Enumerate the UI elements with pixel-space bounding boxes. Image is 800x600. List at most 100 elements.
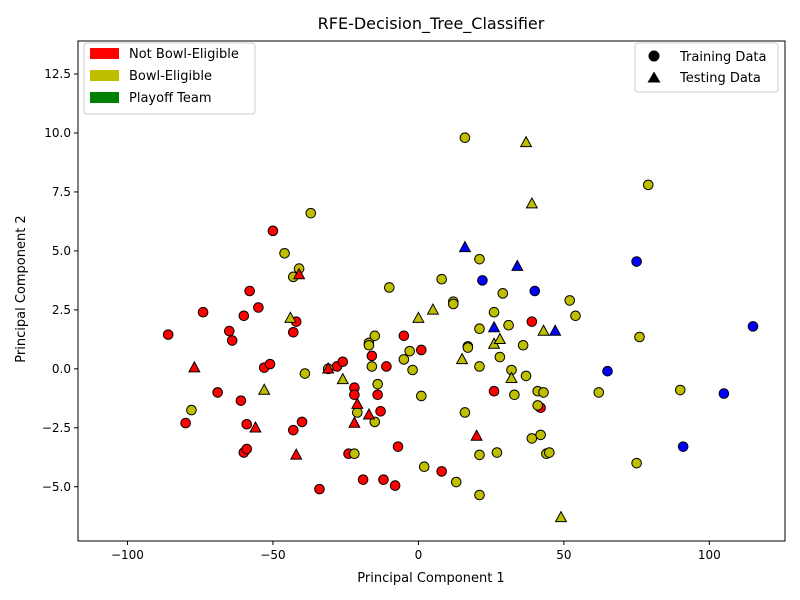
testing-point-125 xyxy=(554,510,568,523)
training-point-45 xyxy=(186,404,197,416)
training-point-83 xyxy=(526,433,538,444)
x-tick-label: −50 xyxy=(260,548,285,562)
training-point-37 xyxy=(488,385,500,397)
legend-swatch-playoff-team xyxy=(90,92,119,103)
training-point-31 xyxy=(381,361,392,372)
training-point-76 xyxy=(491,447,503,458)
training-point-87 xyxy=(538,387,549,398)
y-tick-label: −2.5 xyxy=(42,421,71,435)
training-point-55 xyxy=(384,282,395,293)
training-point-8 xyxy=(244,285,255,297)
training-point-54 xyxy=(372,378,383,390)
training-point-57 xyxy=(404,345,415,357)
testing-point-104 xyxy=(188,360,201,373)
training-point-38 xyxy=(526,316,538,327)
training-point-2 xyxy=(180,417,191,429)
testing-point-122 xyxy=(519,135,533,148)
training-point-35 xyxy=(416,344,427,356)
marker-legend: Training Data Testing Data xyxy=(634,42,779,93)
legend-label-training-data: Training Data xyxy=(679,50,766,65)
legend-label-testing-data: Testing Data xyxy=(679,71,761,86)
y-tick-label: 7.5 xyxy=(52,185,71,199)
y-tick-label: 5.0 xyxy=(52,244,71,258)
training-point-48 xyxy=(352,407,363,418)
training-point-29 xyxy=(375,405,386,417)
training-point-19 xyxy=(296,416,308,428)
testing-point-124 xyxy=(537,324,550,336)
training-point-44 xyxy=(299,368,311,379)
training-point-22 xyxy=(337,356,349,368)
testing-point-111 xyxy=(362,407,376,420)
training-point-25 xyxy=(349,389,360,401)
training-point-93 xyxy=(631,457,642,469)
legend-label-bowl-eligible: Bowl-Eligible xyxy=(129,69,212,84)
testing-point-121 xyxy=(505,371,518,383)
training-point-78 xyxy=(503,319,514,331)
training-point-94 xyxy=(634,331,645,343)
training-point-28 xyxy=(372,389,383,401)
training-point-65 xyxy=(459,132,471,143)
testing-point-120 xyxy=(493,332,507,345)
training-point-80 xyxy=(509,389,520,401)
y-tick-label: 12.5 xyxy=(44,67,71,81)
testing-point-128 xyxy=(511,259,524,271)
legend-label-playoff-team: Playoff Team xyxy=(129,91,212,106)
y-tick-label: 2.5 xyxy=(52,303,71,317)
training-point-77 xyxy=(497,288,509,299)
training-point-1 xyxy=(197,306,209,318)
training-point-71 xyxy=(474,361,485,372)
training-point-7 xyxy=(238,310,250,322)
training-point-12 xyxy=(241,443,253,455)
training-point-69 xyxy=(474,253,485,265)
training-point-58 xyxy=(407,364,418,376)
training-point-81 xyxy=(517,339,529,351)
class-legend: Not Bowl-Eligible Bowl-Eligible Playoff … xyxy=(83,42,256,115)
y-tick-label: 10.0 xyxy=(44,126,71,140)
training-point-101 xyxy=(677,441,689,452)
training-point-92 xyxy=(593,387,605,398)
testing-point-126 xyxy=(458,240,472,253)
training-point-6 xyxy=(235,395,247,406)
training-point-91 xyxy=(570,310,581,322)
legend-label-not-bowl-eligible: Not Bowl-Eligible xyxy=(129,47,239,62)
training-point-90 xyxy=(564,295,575,306)
training-point-9 xyxy=(253,302,264,313)
training-point-73 xyxy=(474,489,485,501)
testing-point-106 xyxy=(289,448,303,460)
training-point-56 xyxy=(398,354,410,365)
training-point-18 xyxy=(288,424,299,436)
testing-point-116 xyxy=(412,311,425,323)
x-tick-label: 0 xyxy=(415,548,423,562)
testing-point-118 xyxy=(455,352,469,365)
marker-legend-frame xyxy=(634,42,779,93)
testing-point-127 xyxy=(487,320,501,333)
training-point-43 xyxy=(305,207,317,219)
training-point-10 xyxy=(241,418,253,430)
training-point-68 xyxy=(459,407,471,418)
testing-point-114 xyxy=(284,311,297,323)
testing-point-115 xyxy=(336,372,349,385)
training-point-51 xyxy=(366,361,378,372)
class-legend-frame xyxy=(83,42,256,115)
training-point-97 xyxy=(477,275,488,286)
training-point-5 xyxy=(226,335,238,346)
training-point-61 xyxy=(436,273,447,285)
training-point-82 xyxy=(520,370,532,382)
testing-point-113 xyxy=(257,383,271,395)
training-point-102 xyxy=(718,388,730,399)
testing-point-109 xyxy=(348,416,361,428)
axes: −100 −50 0 50 100 −5.0 −2.5 0.0 2.5 5.0 7.5 10.0 12.… xyxy=(42,40,786,562)
x-axis-label: Principal Component 1 xyxy=(357,571,504,586)
training-point-85 xyxy=(532,400,543,411)
testing-point-110 xyxy=(351,397,364,409)
testing-point-129 xyxy=(548,324,562,336)
testing-point-105 xyxy=(249,420,262,433)
training-point-100 xyxy=(631,256,642,267)
legend-swatch-not-bowl-eligible xyxy=(90,48,119,59)
training-point-30 xyxy=(378,474,389,485)
training-point-50 xyxy=(363,339,375,351)
training-point-27 xyxy=(366,350,378,362)
training-point-34 xyxy=(398,330,410,342)
legend-swatch-bowl-eligible xyxy=(90,70,119,81)
training-point-103 xyxy=(747,321,759,332)
